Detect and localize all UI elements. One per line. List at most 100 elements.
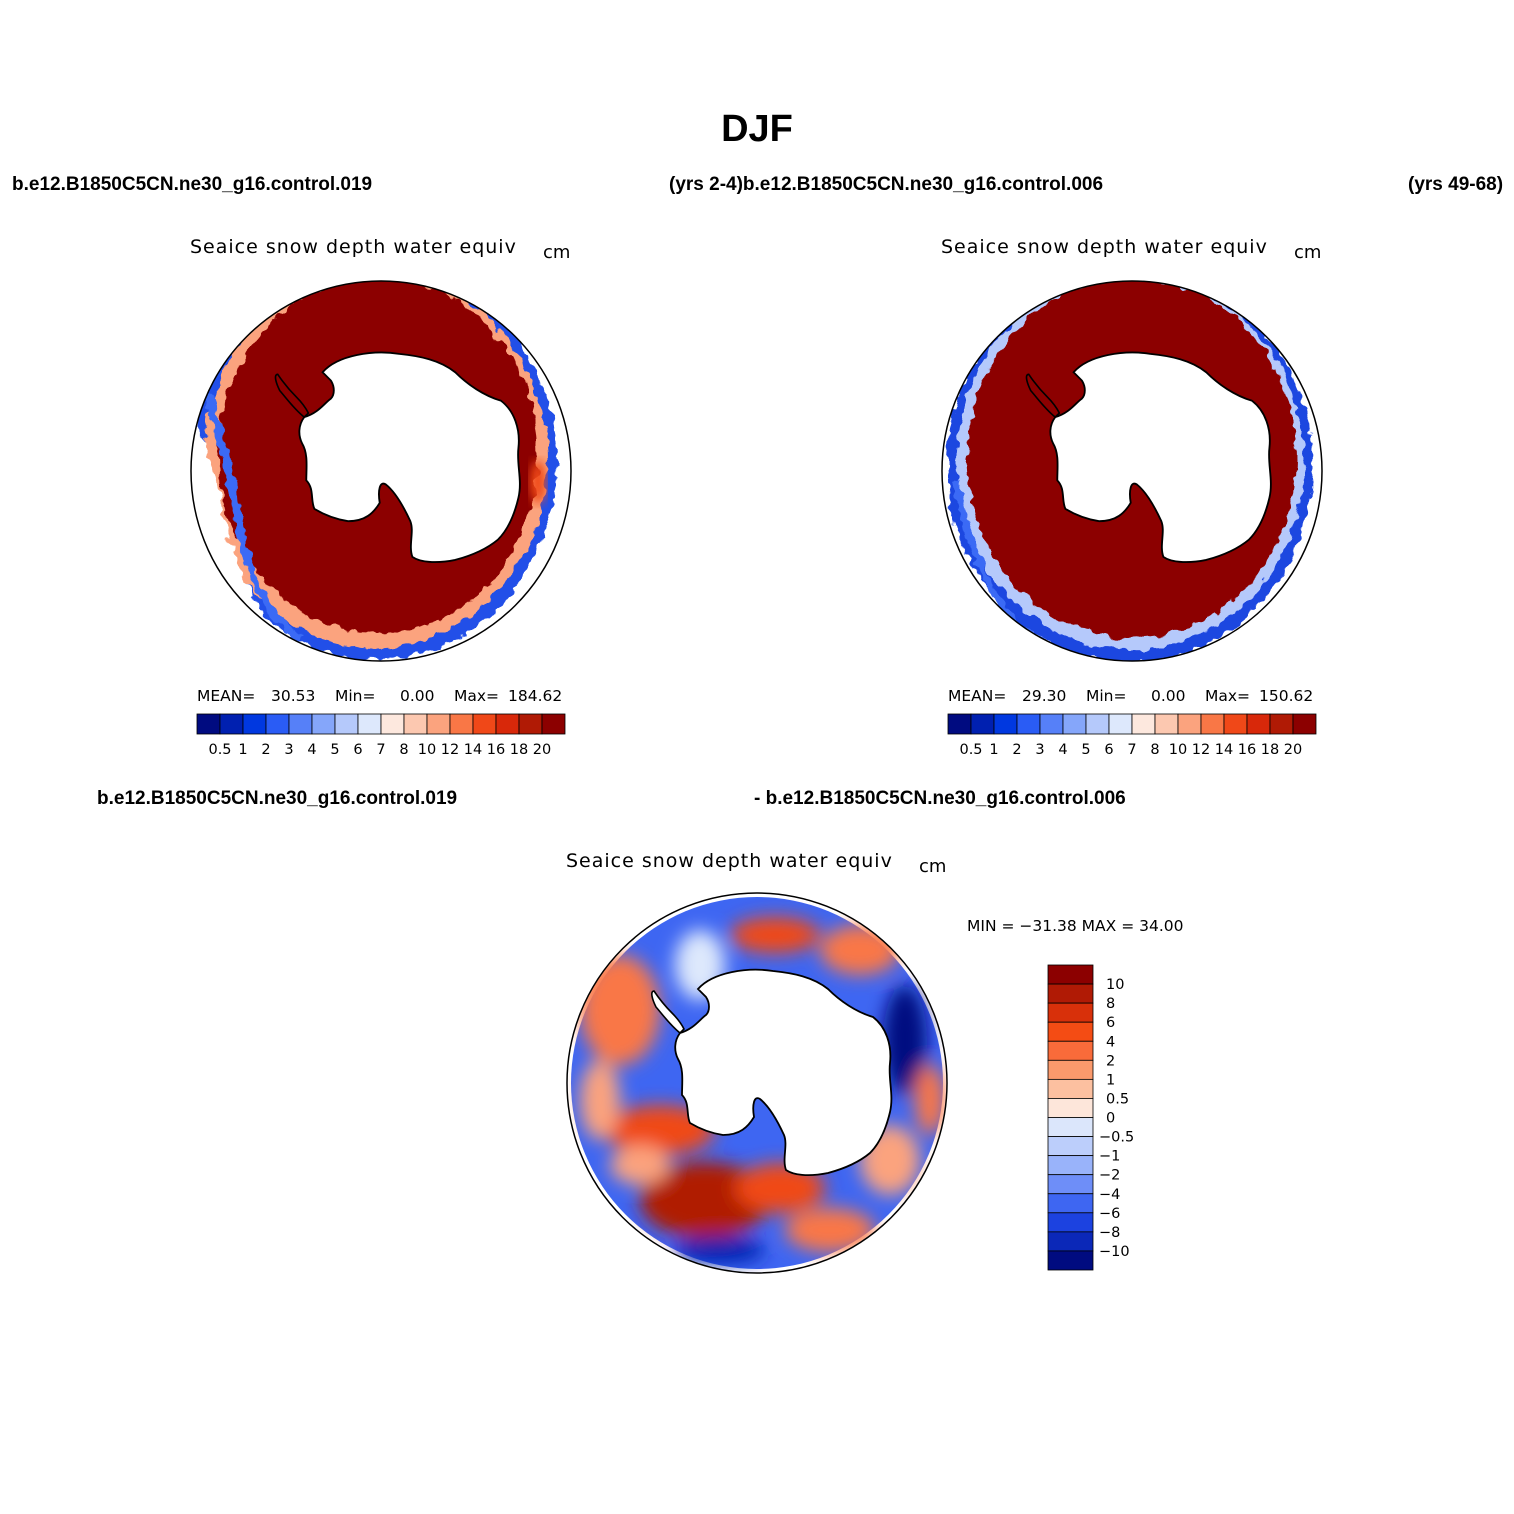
cb-diff-label: 0.5 [1106, 1091, 1129, 1107]
cb-abs-2-label: 10 [1169, 742, 1187, 758]
cb-diff-swatch [1047, 1155, 1094, 1176]
cb-abs-1-label: 6 [353, 742, 362, 758]
cb-abs-2-swatch [970, 713, 995, 735]
panel1-max-label: Max= [454, 687, 500, 705]
cb-abs-1-swatch [518, 713, 543, 735]
cb-abs-1-label: 0.5 [208, 742, 231, 758]
cb-diff-label: −4 [1099, 1187, 1120, 1203]
cb-abs-1-swatch [380, 713, 405, 735]
cb-diff-swatch [1047, 1136, 1094, 1157]
panel1-min-label: Min= [335, 687, 376, 705]
cb-abs-1-label: 12 [441, 742, 459, 758]
cb-abs-1-swatch [426, 713, 451, 735]
cb-diff-label: 1 [1106, 1072, 1115, 1088]
cb-diff-label: 8 [1106, 996, 1115, 1012]
panel1-min-value: 0.00 [400, 687, 435, 705]
diff-case2-label: - b.e12.B1850C5CN.ne30_g16.control.006 [754, 788, 1126, 809]
cb-abs-1-label: 14 [464, 742, 482, 758]
cb-abs-2-label: 0.5 [959, 742, 982, 758]
diff-case1-label: b.e12.B1850C5CN.ne30_g16.control.019 [97, 788, 458, 809]
cb-abs-2-label: 16 [1238, 742, 1256, 758]
cb-diff-label: −8 [1099, 1225, 1120, 1241]
cb-abs-2-swatch [1292, 713, 1317, 735]
cb-abs-2-label: 2 [1012, 742, 1021, 758]
cb-abs-2-label: 4 [1058, 742, 1067, 758]
cb-abs-1-label: 16 [487, 742, 505, 758]
cb-diff-label: −6 [1099, 1206, 1120, 1222]
years2-label: (yrs 49-68) [1408, 174, 1504, 195]
cb-diff-swatch [1047, 1174, 1094, 1195]
diff-units: cm [919, 856, 947, 877]
panel1-mean-value: 30.53 [271, 687, 316, 705]
cb-abs-1-swatch [357, 713, 382, 735]
cb-abs-2-swatch [947, 713, 972, 735]
colorbar-panel-1: 0.5 1 2 3 4 5 6 7 8 10 12 14 16 18 20 [196, 713, 566, 758]
colorbar-panel-2: 0.5 1 2 3 4 5 6 7 8 10 12 14 16 18 20 [947, 713, 1317, 758]
cb-diff-label: −0.5 [1099, 1130, 1134, 1146]
cb-abs-1-swatch [219, 713, 244, 735]
cb-abs-1-swatch [334, 713, 359, 735]
cb-diff-swatch [1047, 1059, 1094, 1080]
cb-abs-2-label: 12 [1192, 742, 1210, 758]
cb-abs-1-label: 5 [330, 742, 339, 758]
years-case2-label: (yrs 2-4)b.e12.B1850C5CN.ne30_g16.contro… [669, 174, 1104, 195]
cb-abs-1-label: 18 [510, 742, 528, 758]
cb-abs-1-label: 10 [418, 742, 436, 758]
cb-abs-2-label: 18 [1261, 742, 1279, 758]
cb-abs-2-label: 1 [989, 742, 998, 758]
cb-abs-2-label: 3 [1035, 742, 1044, 758]
cb-abs-1-swatch [472, 713, 497, 735]
cb-abs-2-label: 5 [1081, 742, 1090, 758]
cb-abs-1-swatch [242, 713, 267, 735]
cb-abs-2-swatch [1269, 713, 1294, 735]
cb-abs-2-swatch [1154, 713, 1179, 735]
cb-abs-2-label: 7 [1127, 742, 1136, 758]
cb-abs-1-label: 2 [261, 742, 270, 758]
cb-diff-swatch [1047, 1002, 1094, 1023]
panel1-units: cm [543, 242, 571, 263]
cb-abs-1-label: 7 [376, 742, 385, 758]
cb-abs-1-swatch [288, 713, 313, 735]
map-panel-diff [566, 892, 948, 1274]
panel2-max-label: Max= [1205, 687, 1251, 705]
panel2-min-value: 0.00 [1151, 687, 1186, 705]
panel1-mean-label: MEAN= [197, 687, 256, 705]
cb-diff-swatch [1047, 1117, 1094, 1137]
cb-diff-swatch [1047, 983, 1094, 1004]
cb-diff-label: 6 [1106, 1015, 1115, 1031]
cb-abs-2-swatch [1016, 713, 1041, 735]
cb-abs-2-swatch [1131, 713, 1156, 735]
cb-diff-swatch [1047, 1021, 1094, 1042]
cb-diff-swatch [1047, 1193, 1094, 1214]
cb-abs-2-swatch [1062, 713, 1087, 735]
cb-abs-2-label: 8 [1150, 742, 1159, 758]
cb-abs-2-swatch [1039, 713, 1064, 735]
map-panel-1 [190, 280, 572, 662]
diff-title: Seaice snow depth water equiv [566, 850, 893, 872]
cb-diff-label: −1 [1099, 1149, 1120, 1165]
cb-abs-2-label: 6 [1104, 742, 1113, 758]
cb-abs-1-label: 8 [399, 742, 408, 758]
panel2-mean-label: MEAN= [948, 687, 1007, 705]
panel2-mean-value: 29.30 [1022, 687, 1067, 705]
cb-abs-1-swatch [196, 713, 221, 735]
main-title: DJF [721, 108, 793, 150]
cb-abs-1-swatch [403, 713, 428, 735]
cb-abs-2-swatch [993, 713, 1018, 735]
cb-diff-label: 2 [1106, 1053, 1115, 1069]
panel2-min-label: Min= [1086, 687, 1127, 705]
map-panel-2 [941, 280, 1323, 662]
cb-diff-swatch [1047, 1098, 1094, 1118]
panel2-units: cm [1294, 242, 1322, 263]
cb-diff-label: 10 [1106, 977, 1124, 993]
panel1-max-value: 184.62 [508, 687, 563, 705]
cb-abs-1-label: 4 [307, 742, 316, 758]
cb-abs-1-label: 1 [238, 742, 247, 758]
cb-abs-2-label: 20 [1284, 742, 1302, 758]
cb-diff-swatch [1047, 1040, 1094, 1061]
cb-abs-1-swatch [541, 713, 566, 735]
cb-abs-1-label: 20 [533, 742, 551, 758]
cb-abs-2-swatch [1085, 713, 1110, 735]
cb-diff-swatch [1047, 1231, 1094, 1252]
